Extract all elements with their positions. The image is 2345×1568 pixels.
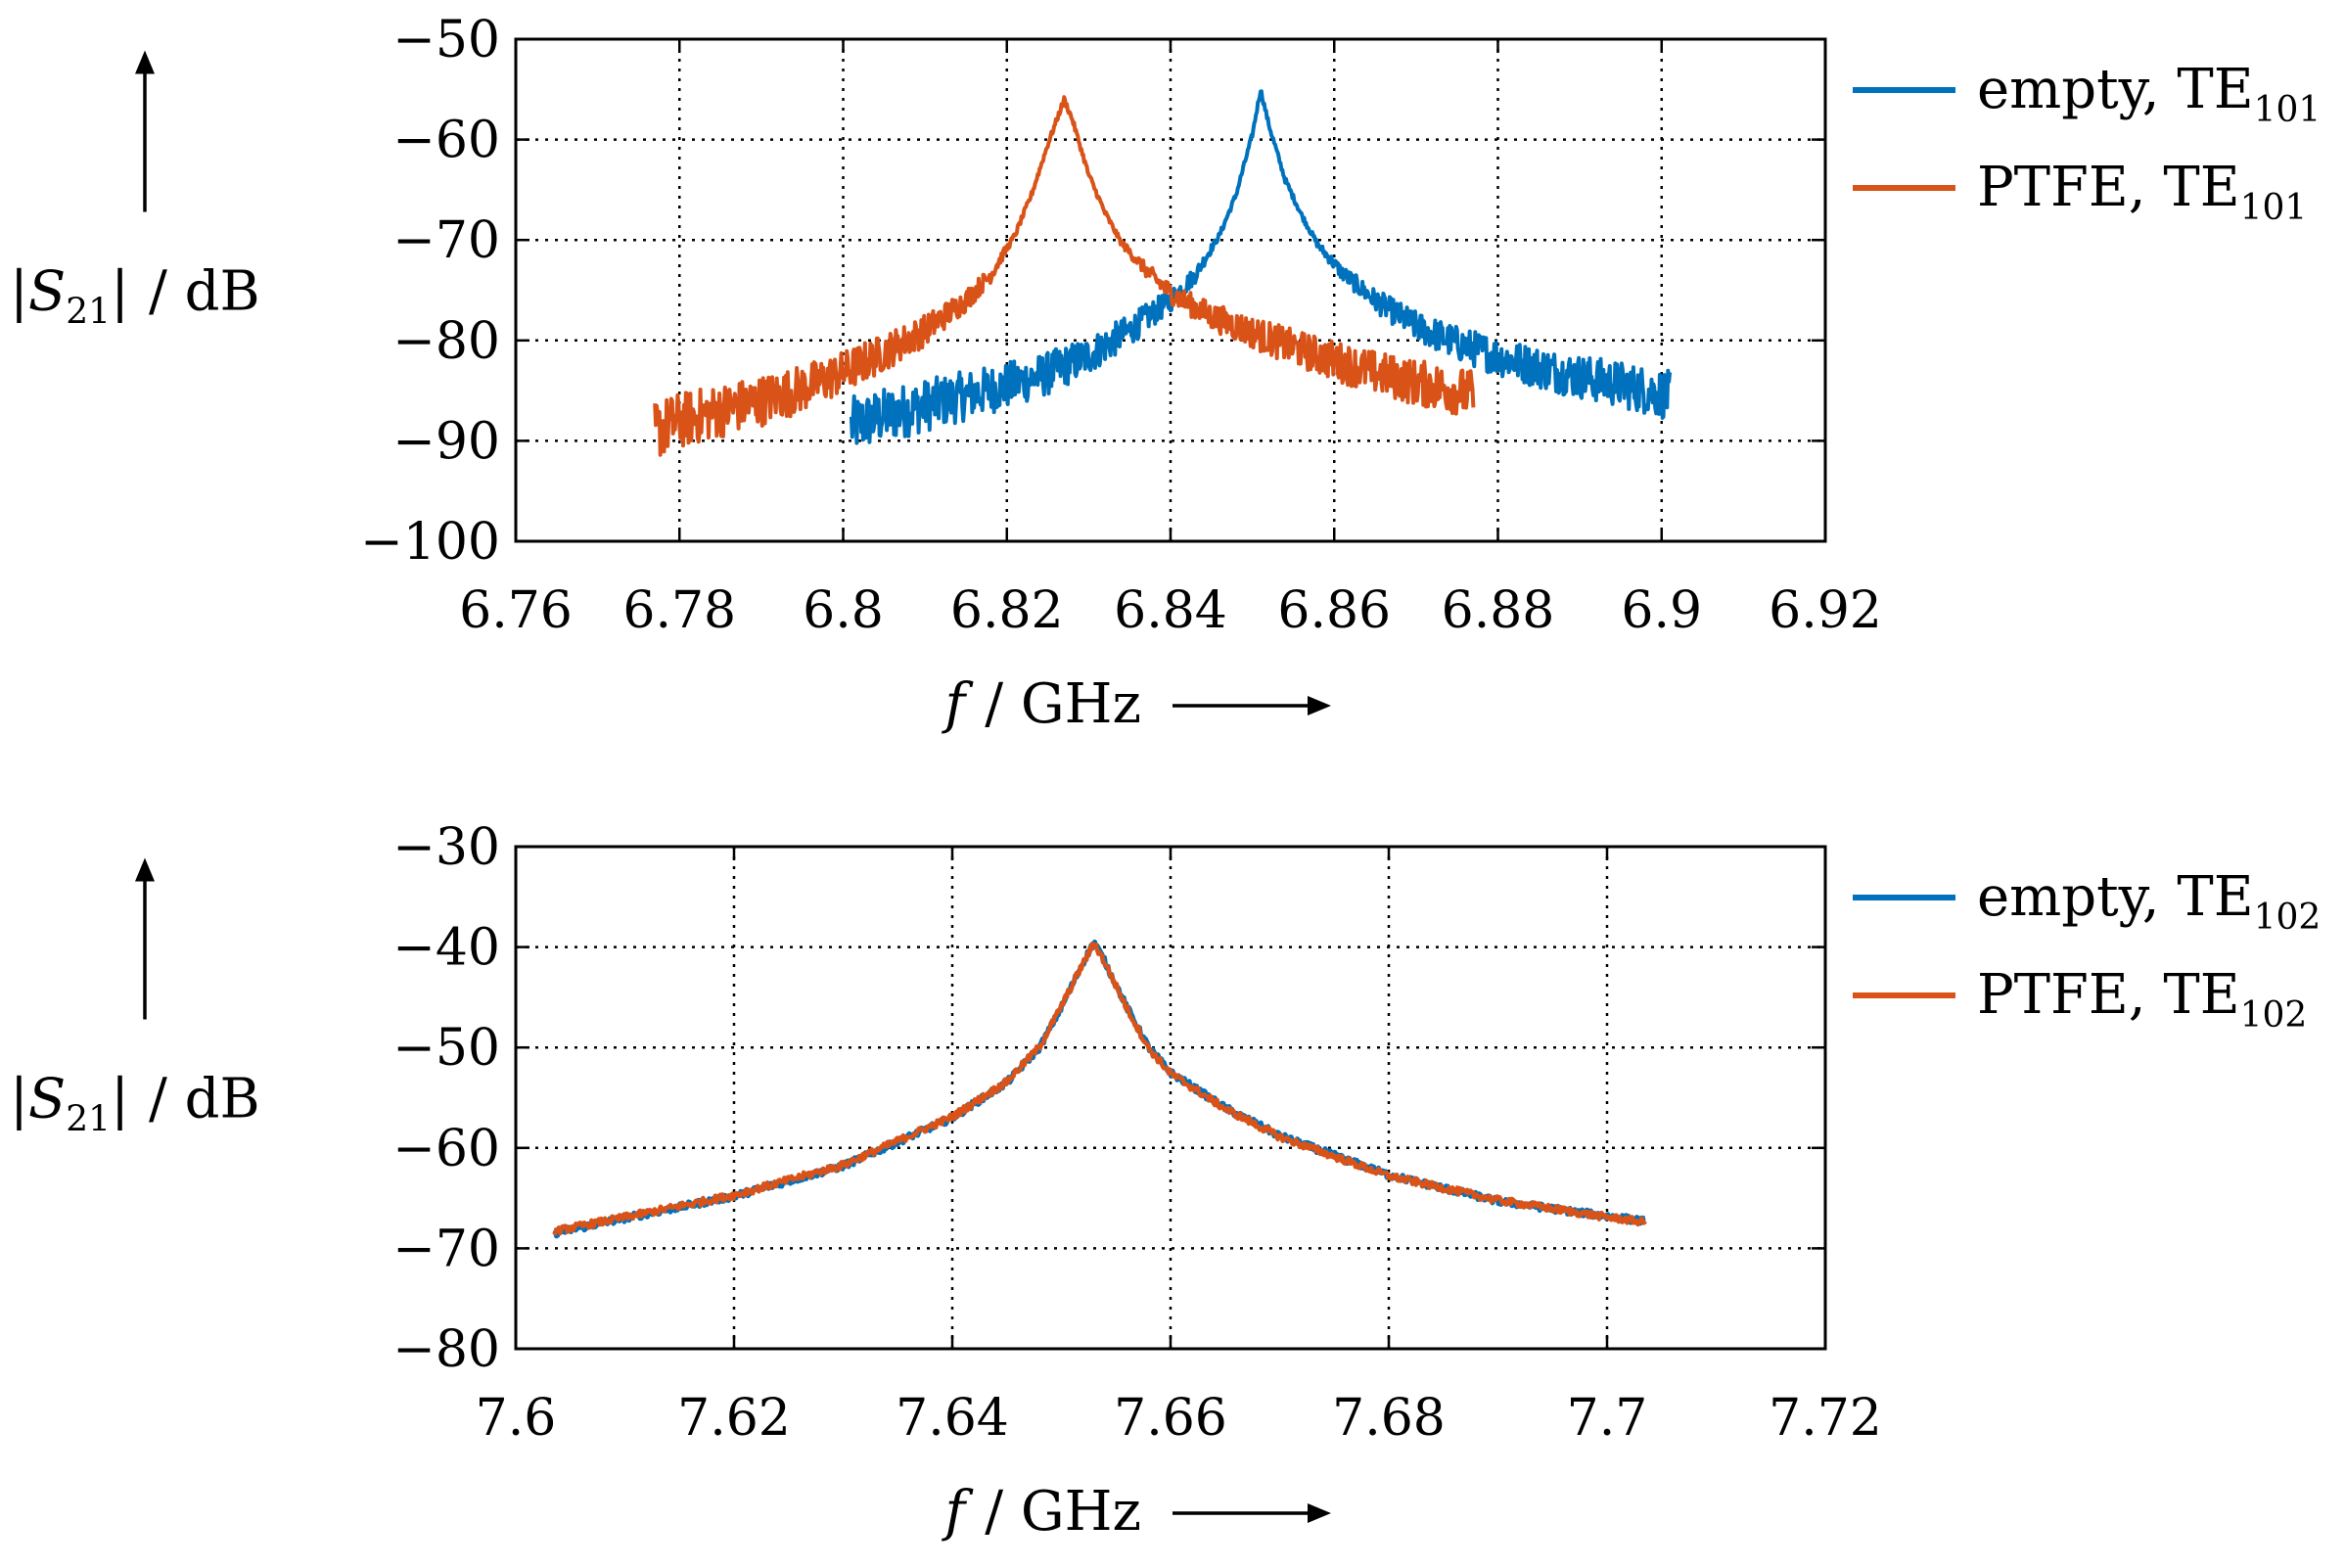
y-axis-arrow-head xyxy=(135,50,155,74)
y-tick-label: −70 xyxy=(392,1220,500,1278)
x-axis-label: f / GHz xyxy=(942,1480,1141,1544)
x-tick-label: 6.9 xyxy=(1621,581,1702,640)
y-axis-label: |S21| / dB xyxy=(10,260,260,333)
x-axis-arrow-head xyxy=(1308,696,1331,715)
x-tick-label: 7.62 xyxy=(677,1389,791,1448)
x-tick-label: 6.76 xyxy=(459,581,573,640)
x-tick-label: 7.72 xyxy=(1769,1389,1882,1448)
y-tick-label: −70 xyxy=(392,211,500,270)
x-tick-label: 6.86 xyxy=(1277,581,1391,640)
legend: empty, TE101 PTFE, TE101 xyxy=(1853,58,2321,228)
y-tick-label: −30 xyxy=(392,818,500,877)
legend-label: empty, TE101 xyxy=(1977,58,2321,130)
y-tick-label: −60 xyxy=(392,1120,500,1178)
legend-label: empty, TE102 xyxy=(1977,865,2321,938)
y-tick-label: −60 xyxy=(392,112,500,170)
x-axis-label: f / GHz xyxy=(942,672,1141,736)
legend: empty, TE102 PTFE, TE102 xyxy=(1853,865,2321,1036)
grid xyxy=(516,39,1825,541)
x-tick-label: 7.7 xyxy=(1567,1389,1648,1448)
x-tick-label: 6.92 xyxy=(1769,581,1882,640)
y-tick-label: −90 xyxy=(392,412,500,471)
x-tick-label: 7.66 xyxy=(1114,1389,1227,1448)
x-tick-label: 6.82 xyxy=(950,581,1064,640)
series-line-0 xyxy=(552,939,1647,1239)
x-axis-arrow-head xyxy=(1308,1503,1331,1523)
x-tick-label: 6.8 xyxy=(803,581,884,640)
y-tick-label: −80 xyxy=(392,312,500,371)
plot-frame xyxy=(514,845,1827,1351)
x-tick-label: 6.78 xyxy=(622,581,736,640)
grid xyxy=(516,847,1825,1349)
chart-bottom: 7.6 7.62 7.64 7.66 7.68 7.7 7.72 −80 −70 −60 −50 −4… xyxy=(10,818,2321,1544)
chart-top: 6.76 6.78 6.8 6.82 6.84 6.86 6.88 6.9 6.92 −100 −9… xyxy=(10,11,2321,736)
ticks: 6.76 6.78 6.8 6.82 6.84 6.86 6.88 6.9 6.92 −100 −9… xyxy=(360,11,1882,640)
x-tick-label: 7.64 xyxy=(896,1389,1009,1448)
legend-label: PTFE, TE101 xyxy=(1977,156,2307,228)
y-axis-arrow-head xyxy=(135,857,155,882)
series-line-1 xyxy=(653,95,1476,457)
y-tick-label: −100 xyxy=(360,513,500,572)
ticks: 7.6 7.62 7.64 7.66 7.68 7.7 7.72 −80 −70 −60 −50 −4… xyxy=(392,818,1882,1448)
y-tick-label: −50 xyxy=(392,11,500,69)
x-tick-label: 6.88 xyxy=(1442,581,1555,640)
series-group xyxy=(552,939,1647,1239)
y-tick-label: −80 xyxy=(392,1320,500,1379)
y-tick-label: −50 xyxy=(392,1019,500,1078)
series-line-1 xyxy=(552,941,1647,1236)
y-axis-label: |S21| / dB xyxy=(10,1068,260,1140)
legend-label: PTFE, TE102 xyxy=(1977,963,2307,1036)
x-tick-label: 7.6 xyxy=(476,1389,557,1448)
series-line-0 xyxy=(849,89,1673,445)
series-group xyxy=(653,89,1673,457)
y-tick-label: −40 xyxy=(392,919,500,978)
x-tick-label: 7.68 xyxy=(1332,1389,1446,1448)
x-tick-label: 6.84 xyxy=(1114,581,1227,640)
